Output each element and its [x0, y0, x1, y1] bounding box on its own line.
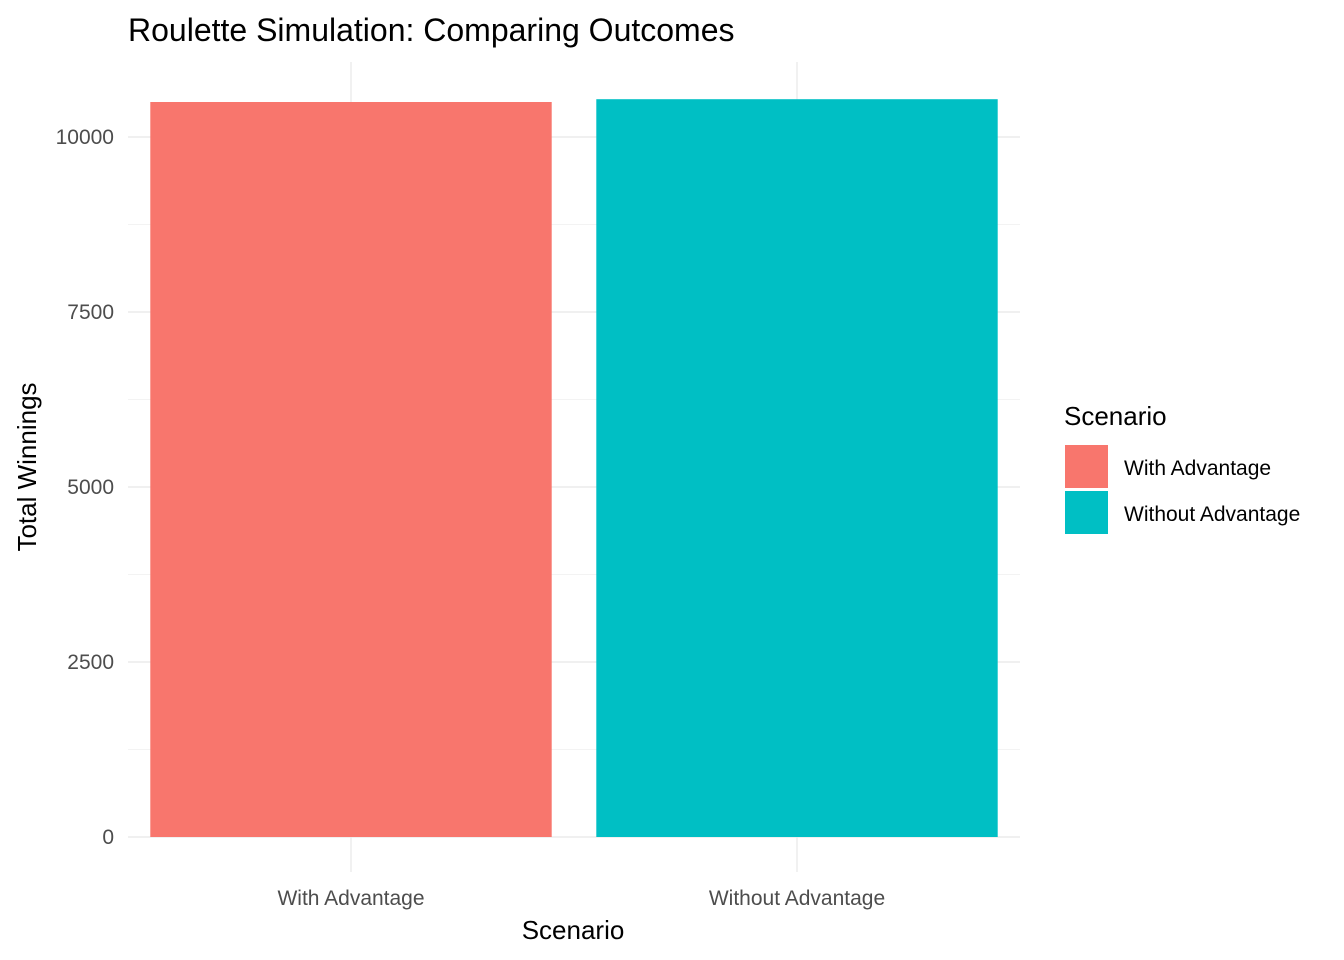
legend-title: Scenario: [1064, 401, 1167, 431]
y-axis-tick-labels: 0 2500 5000 7500 10000: [56, 126, 114, 849]
bar: [596, 99, 998, 837]
y-tick-label: 10000: [56, 126, 114, 149]
x-tick-label: With Advantage: [277, 887, 424, 910]
legend-swatch: [1065, 491, 1108, 534]
y-tick-label: 7500: [67, 301, 114, 324]
legend-entries: With Advantage Without Advantage: [1065, 445, 1300, 534]
y-tick-label: 2500: [67, 651, 114, 674]
legend-label: Without Advantage: [1124, 503, 1300, 526]
y-tick-label: 5000: [67, 476, 114, 499]
y-tick-label: 0: [102, 826, 114, 849]
x-tick-label: Without Advantage: [709, 887, 885, 910]
x-axis-tick-labels: With Advantage Without Advantage: [277, 887, 885, 910]
chart-title: Roulette Simulation: Comparing Outcomes: [128, 12, 735, 48]
legend-label: With Advantage: [1124, 457, 1271, 480]
legend-swatch: [1065, 445, 1108, 488]
x-axis-title: Scenario: [522, 915, 625, 945]
bar: [150, 102, 552, 837]
legend: Scenario With Advantage Without Advantage: [1064, 401, 1300, 534]
bars: [150, 99, 998, 837]
y-axis-title: Total Winnings: [12, 382, 42, 551]
